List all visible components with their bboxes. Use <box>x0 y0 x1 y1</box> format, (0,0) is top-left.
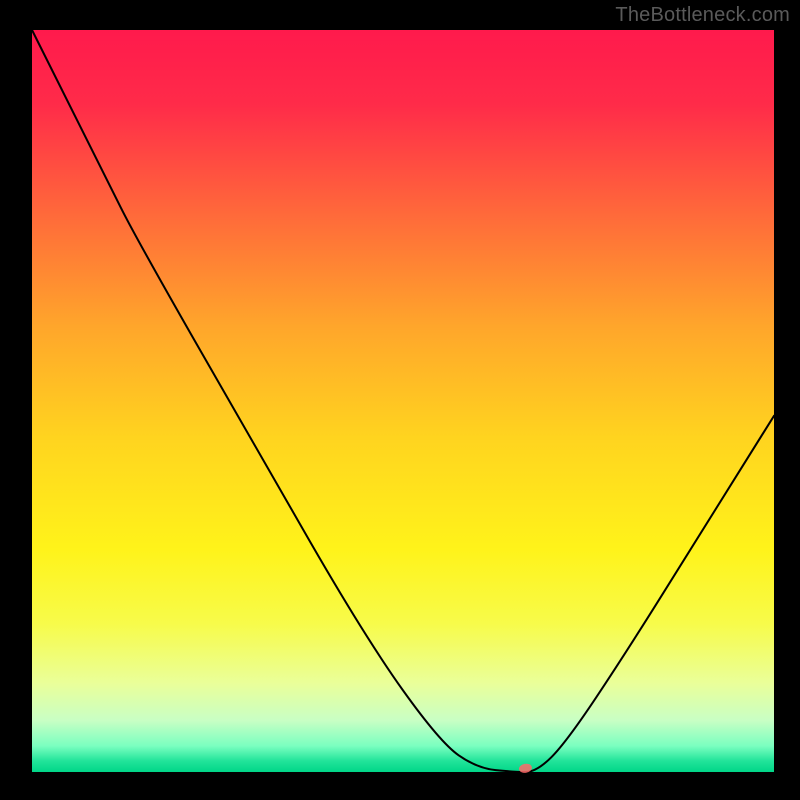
chart-frame: TheBottleneck.com <box>0 0 800 800</box>
bottleneck-chart <box>0 0 800 800</box>
attribution-label: TheBottleneck.com <box>615 4 790 27</box>
plot-background <box>32 30 774 772</box>
